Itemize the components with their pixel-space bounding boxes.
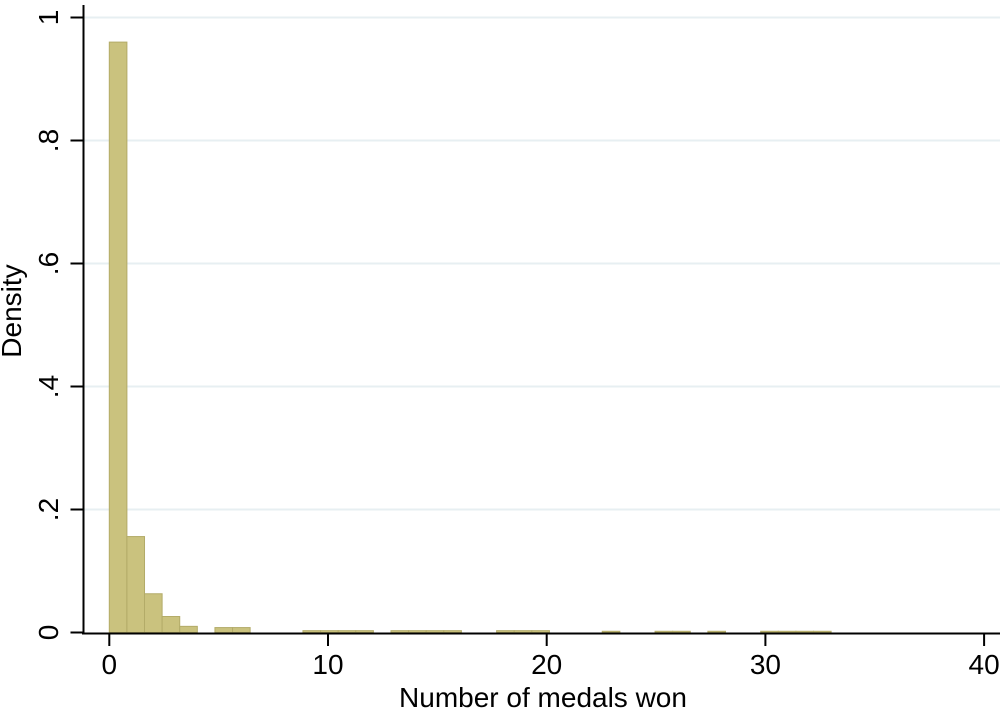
histogram-bar <box>531 630 550 634</box>
x-tick-label: 10 <box>312 649 343 680</box>
histogram-bar <box>496 630 515 634</box>
histogram-bar <box>443 630 462 634</box>
gridlines-layer <box>83 16 1000 511</box>
histogram-bar <box>795 630 815 634</box>
histogram-bar <box>672 630 691 634</box>
histogram-bar <box>813 630 832 634</box>
tick-labels-layer: 0 10 20 30 40 0 .2 .4 .6 .8 1 <box>33 10 1000 680</box>
histogram-bar <box>408 630 427 634</box>
histogram-bar <box>390 630 410 634</box>
histogram-bar <box>302 630 322 634</box>
x-axis-title: Number of medals won <box>399 682 687 712</box>
histogram-bar <box>707 630 726 634</box>
histogram-bar <box>144 593 163 634</box>
histogram-bar <box>232 627 251 634</box>
axes-layer <box>70 5 1000 646</box>
x-tick-label: 30 <box>750 649 781 680</box>
histogram-bar <box>179 625 198 633</box>
y-tick-label: .4 <box>33 375 64 398</box>
y-tick-label: 1 <box>33 10 64 26</box>
histogram-bar <box>320 630 339 634</box>
histogram-bar <box>513 630 533 634</box>
y-tick-label: .6 <box>33 252 64 275</box>
bars-layer <box>108 41 832 634</box>
x-tick-label: 40 <box>969 649 1000 680</box>
y-tick-label: .8 <box>33 129 64 152</box>
y-axis-title: Density <box>0 264 27 357</box>
histogram-bar <box>126 536 146 633</box>
histogram-bar <box>654 630 674 634</box>
x-tick-label: 20 <box>531 649 562 680</box>
histogram-bar <box>601 630 621 634</box>
histogram-bar <box>425 630 445 634</box>
y-tick-label: 0 <box>33 625 64 641</box>
histogram-bar <box>777 630 797 634</box>
histogram-bar <box>355 630 374 634</box>
histogram-bar <box>337 630 357 634</box>
x-tick-label: 0 <box>102 649 118 680</box>
histogram-bar <box>214 627 234 634</box>
y-tick-label: .2 <box>33 498 64 521</box>
histogram-bar <box>108 41 128 634</box>
histogram-bar <box>760 630 779 634</box>
histogram-bar <box>161 616 181 634</box>
